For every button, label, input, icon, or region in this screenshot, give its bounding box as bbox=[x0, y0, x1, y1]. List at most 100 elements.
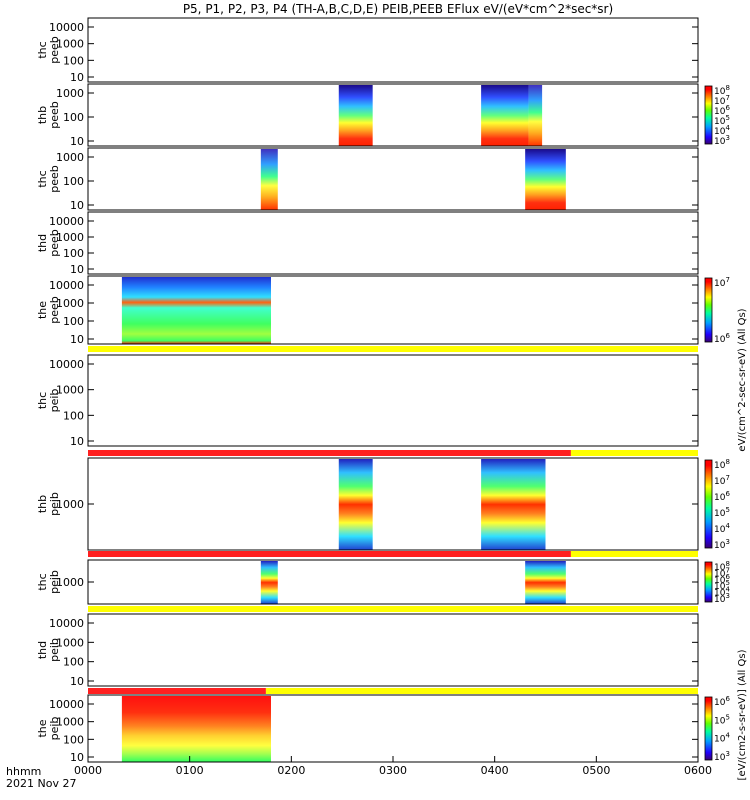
panel-product-label: peib bbox=[48, 492, 61, 516]
colorbar-tick-exponent: 6 bbox=[725, 332, 730, 340]
x-tick-label: 0300 bbox=[379, 764, 407, 777]
panel-probe-label: thd bbox=[36, 234, 49, 252]
colorbar-tick-exponent: 8 bbox=[725, 84, 729, 92]
colorbar-tick-label: 103 bbox=[714, 750, 730, 763]
status-bar-segment bbox=[88, 606, 698, 612]
colorbar-tick-exponent: 4 bbox=[725, 522, 730, 530]
colorbar-tick-label: 107 bbox=[714, 276, 730, 289]
colorbar-tick-label: 105 bbox=[714, 506, 730, 519]
y-tick-label: 10000 bbox=[49, 698, 84, 711]
colorbar-tick-exponent: 5 bbox=[725, 579, 729, 587]
y-tick-label: 1000 bbox=[56, 498, 84, 511]
spectrogram-block bbox=[121, 277, 271, 344]
x-tick-label: 0500 bbox=[582, 764, 610, 777]
status-bar-segment bbox=[88, 551, 571, 557]
panel-probe-label: thc bbox=[36, 41, 49, 58]
spectrogram-block bbox=[481, 85, 529, 146]
colorbar-tick-exponent: 3 bbox=[725, 134, 729, 142]
y-tick-label: 1000 bbox=[56, 151, 84, 164]
panel-product-label: peeb bbox=[48, 165, 61, 193]
panel-thc-peeb: 10 100 1000 thc peeb bbox=[36, 147, 699, 212]
panel-probe-label: thc bbox=[36, 170, 49, 187]
y-tick-label: 10 bbox=[70, 263, 84, 276]
spectrogram-block bbox=[338, 85, 373, 146]
spectrogram-block bbox=[260, 561, 278, 604]
y-tick-label: 100 bbox=[63, 409, 84, 422]
panel-frame bbox=[87, 17, 699, 83]
colorbar bbox=[704, 459, 713, 549]
colorbar-tick-exponent: 8 bbox=[725, 560, 729, 568]
x-axis-label-line2: 2021 Nov 27 bbox=[6, 777, 76, 790]
panel-probe-label: thd bbox=[36, 641, 49, 659]
y-tick-label: 10 bbox=[70, 751, 84, 764]
panel-product-label: peib bbox=[48, 389, 61, 413]
panel-product-label: peeb bbox=[48, 296, 61, 324]
panel-product-label: peeb bbox=[48, 229, 61, 257]
spectrogram-block bbox=[338, 459, 373, 550]
y-tick-label: 100 bbox=[63, 247, 84, 260]
colorbar-tick-exponent: 4 bbox=[725, 732, 730, 740]
colorbar-tick-exponent: 5 bbox=[725, 114, 729, 122]
panel-product-label: peeb bbox=[48, 101, 61, 129]
panel-frame bbox=[87, 457, 699, 551]
spectrogram-block bbox=[528, 85, 543, 146]
y-tick-label: 1000 bbox=[56, 87, 84, 100]
colorbar-tick-exponent: 8 bbox=[725, 458, 729, 466]
panel-thb-peib: 1000 thb peib 103 104 105 106 107 108 bbox=[36, 450, 730, 551]
y-tick-label: 10 bbox=[70, 71, 84, 84]
colorbar bbox=[704, 85, 713, 145]
colorbar bbox=[704, 561, 713, 603]
y-tick-label: 1000 bbox=[56, 231, 84, 244]
y-tick-label: 100 bbox=[63, 54, 84, 67]
panel-product-label: peib bbox=[48, 717, 61, 741]
y-tick-label: 10000 bbox=[49, 617, 84, 630]
panel-frame bbox=[87, 559, 699, 605]
status-bar-segment bbox=[570, 551, 698, 557]
y-tick-label: 100 bbox=[63, 315, 84, 328]
colorbar-tick-exponent: 6 bbox=[725, 104, 730, 112]
panel-product-label: peib bbox=[48, 570, 61, 594]
panel-thc-peib: 10 100 1000 10000 thc peib bbox=[36, 346, 699, 448]
colorbar-tick-label: 104 bbox=[714, 732, 730, 745]
colorbar bbox=[704, 277, 713, 343]
chart-title: P5, P1, P2, P3, P4 (TH-A,B,C,D,E) PEIB,P… bbox=[183, 2, 613, 16]
panel-frame bbox=[87, 211, 699, 275]
panel-probe-label: thc bbox=[36, 392, 49, 409]
colorbar-label-upper: eV/(cm^2-sec-sr-eV) (All Qs) bbox=[737, 308, 748, 451]
x-tick-label: 0000 bbox=[74, 764, 102, 777]
y-tick-label: 100 bbox=[63, 111, 84, 124]
colorbar-tick-label: 106 bbox=[714, 490, 730, 503]
panel-probe-label: the bbox=[36, 301, 49, 319]
colorbar-tick-label: 106 bbox=[714, 695, 730, 708]
y-tick-label: 10 bbox=[70, 135, 84, 148]
panel-product-label: peib bbox=[48, 638, 61, 662]
y-tick-label: 100 bbox=[63, 656, 84, 669]
y-tick-label: 10000 bbox=[49, 215, 84, 228]
y-tick-label: 10 bbox=[70, 675, 84, 688]
colorbar-tick-label: 106 bbox=[714, 332, 730, 345]
colorbar-tick-exponent: 6 bbox=[725, 695, 730, 703]
colorbar-tick-exponent: 6 bbox=[725, 573, 730, 581]
y-tick-label: 1000 bbox=[56, 636, 84, 649]
panel-frame bbox=[87, 613, 699, 687]
colorbar-tick-exponent: 3 bbox=[725, 592, 729, 600]
panel-frame bbox=[87, 275, 699, 345]
spectrogram-block bbox=[525, 149, 566, 210]
y-tick-label: 1000 bbox=[56, 297, 84, 310]
panel-probe-label: thb bbox=[36, 106, 49, 124]
x-axis: 0000 0100 0200 0300 0400 0500 0600 bbox=[74, 756, 712, 777]
spectrogram-block bbox=[260, 149, 278, 210]
status-bar-segment bbox=[88, 450, 571, 456]
y-tick-label: 10 bbox=[70, 199, 84, 212]
colorbar-tick-exponent: 7 bbox=[725, 276, 729, 284]
panel-frame bbox=[87, 83, 699, 147]
y-tick-label: 100 bbox=[63, 175, 84, 188]
y-tick-label: 10000 bbox=[49, 358, 84, 371]
